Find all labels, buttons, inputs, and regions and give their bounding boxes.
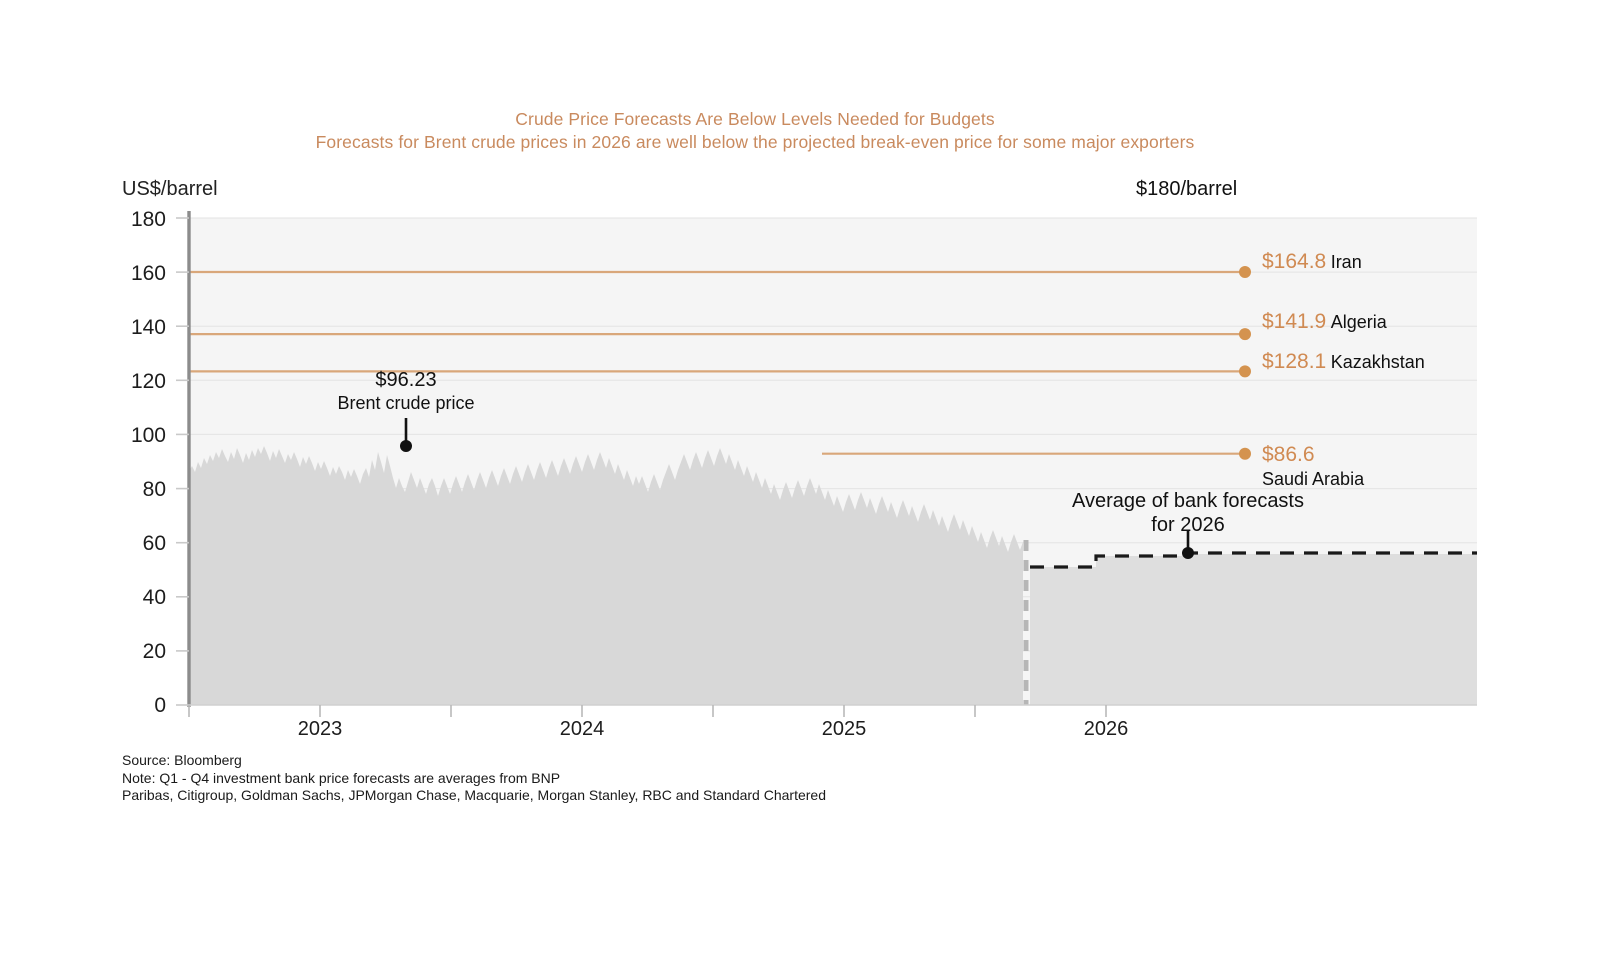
- brent-crude-area-series: [189, 446, 1023, 705]
- forecast-area-fill: [1030, 554, 1477, 705]
- forecast-step-line: [1030, 551, 1477, 569]
- marker-kazakhstan: [1239, 365, 1251, 378]
- y-axis-unit-label: US$/barrel: [122, 178, 218, 200]
- svg-text:180: 180: [131, 208, 166, 231]
- x-axis-tick-labels: 2023 2024 2025 2026: [298, 718, 1129, 740]
- svg-text:20: 20: [143, 640, 166, 663]
- brent-peak-annotation-leader: [400, 418, 412, 452]
- footer-note-line2: Paribas, Citigroup, Goldman Sachs, JPMor…: [122, 787, 826, 803]
- svg-text:80: 80: [143, 478, 166, 501]
- svg-text:2024: 2024: [560, 718, 605, 740]
- top-right-scale-label: $180/barrel: [1136, 178, 1238, 200]
- svg-text:2023: 2023: [298, 718, 343, 740]
- svg-text:140: 140: [131, 316, 166, 339]
- breakeven-markers: [1239, 266, 1251, 460]
- svg-text:40: 40: [143, 586, 166, 609]
- svg-text:0: 0: [154, 694, 166, 717]
- breakeven-lines: [189, 270, 1243, 455]
- svg-text:160: 160: [131, 262, 166, 285]
- marker-iran: [1239, 266, 1251, 278]
- svg-text:60: 60: [143, 532, 166, 555]
- y-axis-ticks: [176, 217, 189, 706]
- y-axis-tick-labels: 180 160 140 120 100 80 60 40 20 0: [131, 208, 166, 717]
- x-axis-ticks: [188, 705, 1107, 717]
- marker-algeria: [1239, 328, 1251, 341]
- svg-text:2026: 2026: [1084, 718, 1129, 740]
- svg-text:2025: 2025: [822, 718, 867, 740]
- svg-text:120: 120: [131, 370, 166, 393]
- footer-source: Source: Bloomberg: [122, 752, 242, 768]
- svg-text:100: 100: [131, 424, 166, 447]
- forecast-annotation-leader: [1182, 530, 1194, 559]
- footer-note-line1: Note: Q1 - Q4 investment bank price fore…: [122, 769, 561, 786]
- marker-saudi-arabia: [1239, 447, 1251, 460]
- chart-footnotes: Source: Bloomberg Note: Q1 - Q4 investme…: [122, 752, 826, 805]
